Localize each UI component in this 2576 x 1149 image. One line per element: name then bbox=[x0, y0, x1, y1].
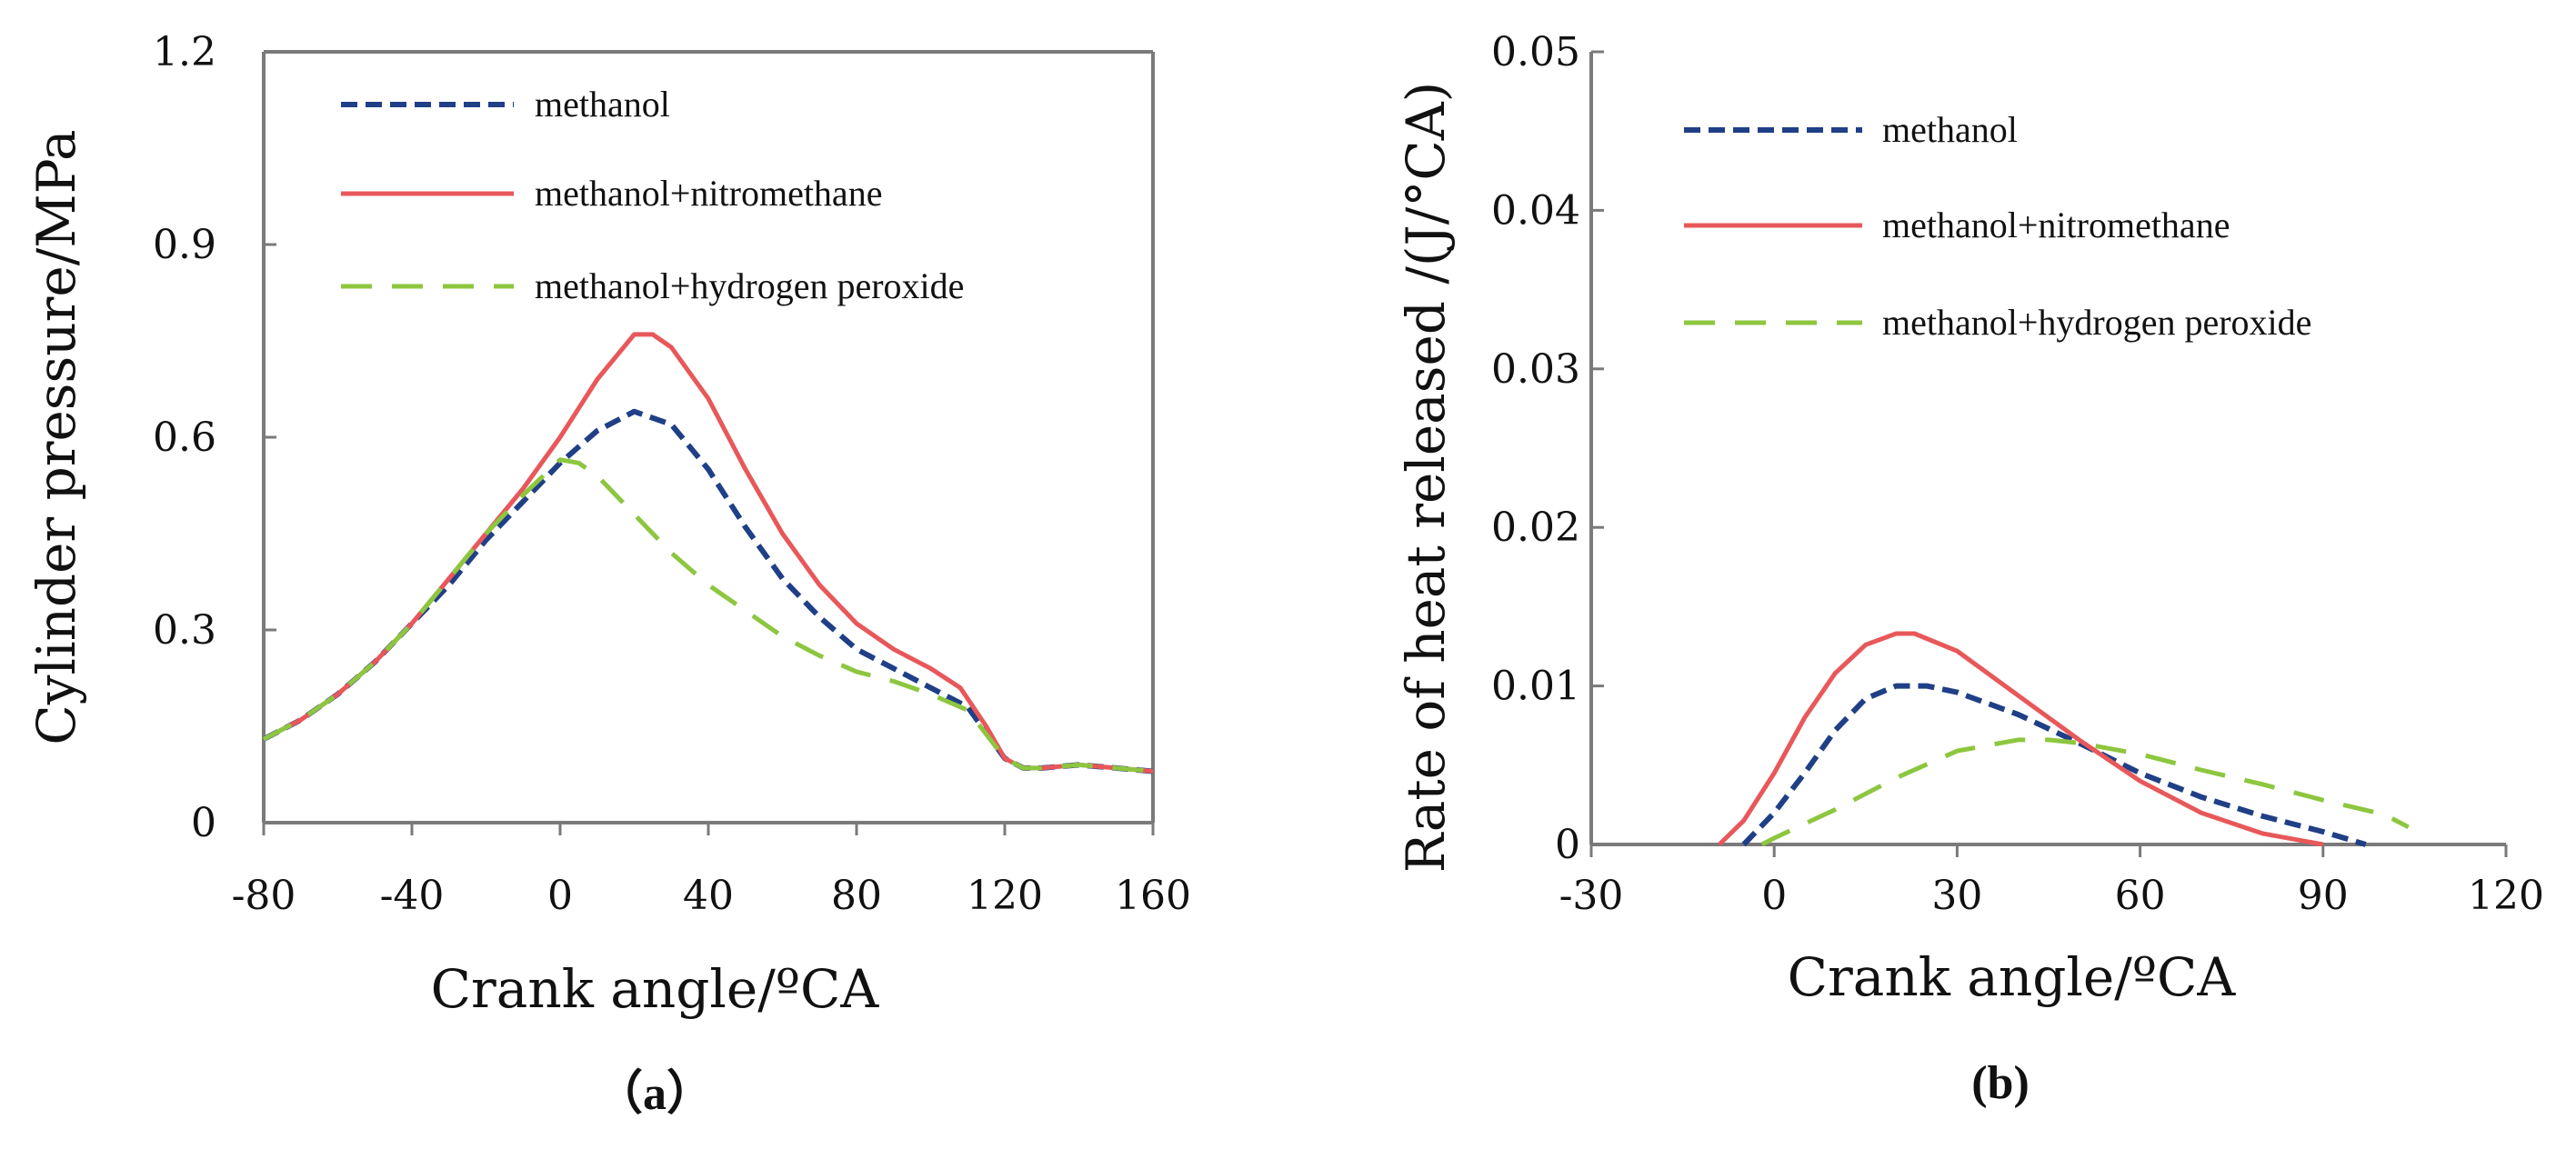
panel-a-legend-label-methanol-hydrogen-peroxide: methanol+hydrogen peroxide bbox=[535, 265, 964, 306]
panel-a-x-tick-label: 0 bbox=[547, 873, 573, 919]
panel-b-x-tick-label: -30 bbox=[1559, 873, 1624, 919]
panel-b-y-tick-label: 0.02 bbox=[1491, 505, 1580, 551]
panel-b-y-tick-label: 0 bbox=[1555, 822, 1580, 868]
panel-b-x-tick-label: 60 bbox=[2115, 873, 2166, 919]
panel-b-y-tick-label: 0.01 bbox=[1491, 664, 1580, 710]
panel-a-legend-label-methanol-nitromethane: methanol+nitromethane bbox=[535, 173, 882, 214]
panel-a-x-tick-label: -40 bbox=[380, 873, 445, 919]
panel-a-y-tick-label: 0.3 bbox=[153, 607, 216, 654]
panel-a-y-tick-label: 0 bbox=[191, 800, 216, 846]
panel-a-x-tick-label: -80 bbox=[232, 873, 296, 919]
panel-a-series-methanol-nitromethane bbox=[262, 332, 1154, 774]
panel-a-y-tick-label: 0.9 bbox=[153, 222, 216, 268]
panel-b-y-tick-label: 0.03 bbox=[1491, 346, 1580, 393]
panel-a-series-methanol bbox=[262, 408, 1154, 774]
panel-a-x-tick-label: 120 bbox=[967, 873, 1043, 919]
panel-b-x-tick-label: 120 bbox=[2468, 873, 2544, 919]
panel-a-x-tick-label: 80 bbox=[831, 873, 882, 919]
panel-b-x-axis-title: Crank angle/ºCA bbox=[1788, 946, 2237, 1008]
panel-b-legend-label-methanol-nitromethane: methanol+nitromethane bbox=[1882, 205, 2230, 245]
panel-a-x-tick-label: 40 bbox=[683, 873, 734, 919]
panel-b-x-tick-label: 30 bbox=[1931, 873, 1982, 919]
panel-b-series-methanol-nitromethane bbox=[1718, 631, 2324, 847]
panel-b-y-axis-title: Rate of heat released /(J/°CA) bbox=[1395, 82, 1457, 873]
panel-a-series-methanol-hydrogen-peroxide bbox=[262, 457, 1154, 774]
panel-a-x-tick-label: 160 bbox=[1115, 873, 1191, 919]
panel-b-legend-label-methanol-hydrogen-peroxide: methanol+hydrogen peroxide bbox=[1882, 302, 2311, 343]
panel-b-x-tick-label: 90 bbox=[2298, 873, 2349, 919]
panel-b-series-methanol bbox=[1741, 683, 2367, 847]
panel-b-y-tick-label: 0.05 bbox=[1491, 29, 1580, 75]
panel-b-chart: 0 0.01 0.02 0.03 0.04 0.05 -30 0 30 60 90 120 Crank … bbox=[1395, 29, 2544, 1008]
panel-b-x-tick-label: 0 bbox=[1761, 873, 1787, 919]
panel-a-y-tick-label: 0.6 bbox=[153, 415, 216, 461]
panel-b-legend-label-methanol: methanol bbox=[1882, 109, 2018, 150]
panel-a-x-axis-title: Crank angle/ºCA bbox=[431, 958, 880, 1020]
panel-a-y-axis-title: Cylinder pressure/MPa bbox=[25, 129, 87, 744]
panel-a-y-tick-label: 1.2 bbox=[153, 29, 216, 75]
panel-a-legend-label-methanol: methanol bbox=[535, 84, 670, 125]
caption-a: （a） bbox=[596, 1067, 714, 1120]
panel-b-y-tick-label: 0.04 bbox=[1491, 187, 1580, 234]
panel-a-chart: 0 0.3 0.6 0.9 1.2 -80 -40 0 40 80 120 160 Crank angl… bbox=[25, 29, 1191, 1020]
caption-b: (b) bbox=[1971, 1057, 2030, 1109]
panel-b-series-methanol-hydrogen-peroxide bbox=[1760, 737, 2410, 847]
